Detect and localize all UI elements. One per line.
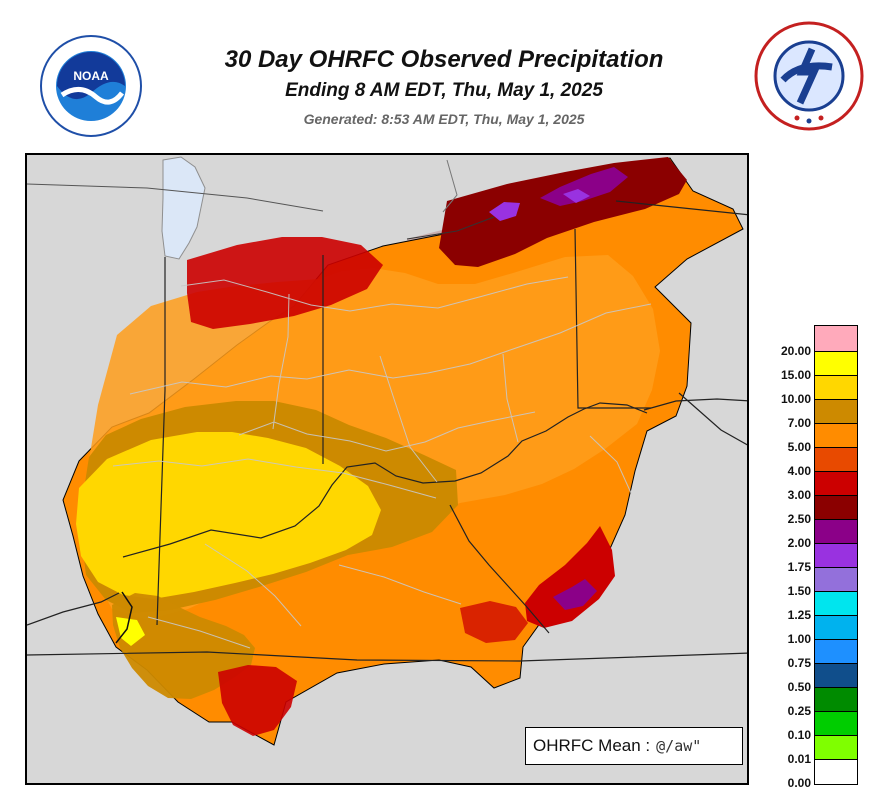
nws-logo-icon [750,20,868,132]
legend-label-0-10: 0.10 [787,728,811,742]
legend-label-5-00: 5.00 [787,440,811,454]
legend-label-0-00: 0.00 [787,776,811,790]
legend-swatch-0-10 [815,712,857,736]
legend-swatch-0-01 [815,736,857,760]
legend-label-0-25: 0.25 [787,704,811,718]
legend-label-2-50: 2.50 [787,512,811,526]
legend-label-4-00: 4.00 [787,464,811,478]
legend-label-20-00: 20.00 [780,344,811,358]
legend-swatch-7-00 [815,400,857,424]
legend-swatch-2-50 [815,496,857,520]
legend-swatch-0-75 [815,640,857,664]
legend-label-1-75: 1.75 [787,560,811,574]
page-title: 30 Day OHRFC Observed Precipitation [224,46,664,73]
legend-label-3-00: 3.00 [787,488,811,502]
legend-swatch-2-00 [815,520,857,544]
precipitation-map [25,153,749,785]
legend-label-0-50: 0.50 [787,680,811,694]
generated-timestamp: Generated: 8:53 AM EDT, Thu, May 1, 2025 [303,111,585,127]
svg-text:NOAA: NOAA [73,69,109,83]
ohrfc-mean-label: OHRFC Mean : [533,736,651,755]
legend-color-bar [814,325,858,785]
legend-label-1-50: 1.50 [787,584,811,598]
legend-label-7-00: 7.00 [787,416,811,430]
legend-swatch-0-25 [815,688,857,712]
legend-swatch-4-00 [815,448,857,472]
legend-swatch-15-00 [815,352,857,376]
header: NOAA 30 Day OHRFC Observed Precipitation… [0,0,888,150]
legend-label-0-75: 0.75 [787,656,811,670]
legend-swatch-1-25 [815,592,857,616]
legend-swatch-3-00 [815,472,857,496]
legend-swatch-10-00 [815,376,857,400]
legend-label-1-25: 1.25 [787,608,811,622]
legend-swatch-1-75 [815,544,857,568]
legend-swatch-1-00 [815,616,857,640]
legend-swatch-0-50 [815,664,857,688]
legend-label-2-00: 2.00 [787,536,811,550]
ohrfc-mean-box: OHRFC Mean : @/aw" [525,727,743,765]
precipitation-legend: 20.00 15.00 10.00 7.00 5.00 4.00 3.00 2.… [755,325,865,789]
legend-label-1-00: 1.00 [787,632,811,646]
page-subtitle: Ending 8 AM EDT, Thu, May 1, 2025 [285,80,603,101]
legend-label-15-00: 15.00 [780,368,811,382]
legend-swatch-20-00 [815,326,857,352]
legend-swatch-5-00 [815,424,857,448]
ohrfc-mean-value: @/aw" [656,737,702,755]
legend-swatch-1-50 [815,568,857,592]
legend-label-0-01: 0.01 [787,752,811,766]
noaa-logo-icon: NOAA [40,35,142,137]
legend-swatch-0-00 [815,760,857,784]
legend-label-10-00: 10.00 [780,392,811,406]
